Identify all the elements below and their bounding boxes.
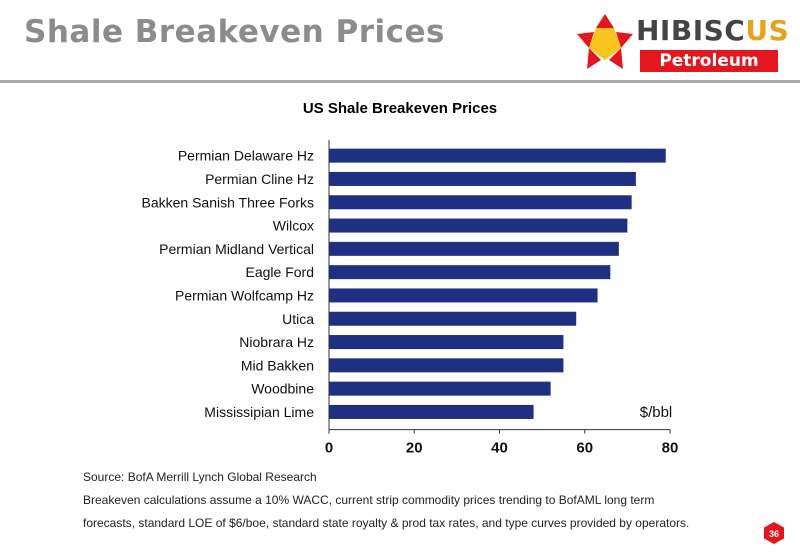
bar <box>329 148 666 163</box>
page-number: 36 <box>769 529 779 539</box>
logo-wordmark: HIBISCUS <box>636 14 790 47</box>
header-divider <box>0 80 800 83</box>
footnotes: Source: BofA Merrill Lynch Global Resear… <box>83 470 773 539</box>
bar <box>329 404 534 419</box>
bar <box>329 265 611 280</box>
category-label: Mississipian Lime <box>204 404 314 420</box>
x-tick-label: 60 <box>576 440 593 457</box>
x-tick-label: 0 <box>325 440 333 457</box>
unit-label: $/bbl <box>640 404 673 421</box>
category-label: Permian Midland Vertical <box>159 241 314 257</box>
bar <box>329 311 577 326</box>
footnote-line-1: Breakeven calculations assume a 10% WACC… <box>83 493 655 507</box>
slide-title: Shale Breakeven Prices <box>24 14 446 50</box>
bar <box>329 218 628 233</box>
category-label: Mid Bakken <box>241 357 314 373</box>
bar <box>329 381 551 396</box>
page-number-badge: 36 <box>764 522 784 544</box>
source-note: Source: BofA Merrill Lynch Global Resear… <box>83 470 317 484</box>
footnote-line-2: forecasts, standard LOE of $6/boe, stand… <box>83 516 690 530</box>
category-label: Niobrara Hz <box>239 334 314 350</box>
category-label: Permian Cline Hz <box>205 171 314 187</box>
chart-title: US Shale Breakeven Prices <box>302 100 498 117</box>
bar <box>329 171 636 186</box>
bar <box>329 335 564 350</box>
category-label: Utica <box>282 311 314 327</box>
bar <box>329 358 564 373</box>
bar <box>329 241 619 256</box>
category-label: Bakken Sanish Three Forks <box>142 194 315 210</box>
logo-subtitle: Petroleum <box>640 50 778 72</box>
category-label: Wilcox <box>273 218 314 234</box>
bar <box>329 195 632 210</box>
category-label: Eagle Ford <box>246 264 314 280</box>
bar <box>329 288 598 303</box>
hibiscus-flower-icon <box>577 14 633 69</box>
x-tick-label: 20 <box>406 440 423 457</box>
x-tick-label: 40 <box>491 440 508 457</box>
category-label: Permian Wolfcamp Hz <box>175 287 314 303</box>
x-tick-label: 80 <box>662 440 679 457</box>
breakeven-bar-chart: Permian Delaware Hz Permian Cline Hz Bakke… <box>142 140 679 457</box>
category-label: Permian Delaware Hz <box>178 148 314 164</box>
category-label: Woodbine <box>251 381 314 397</box>
